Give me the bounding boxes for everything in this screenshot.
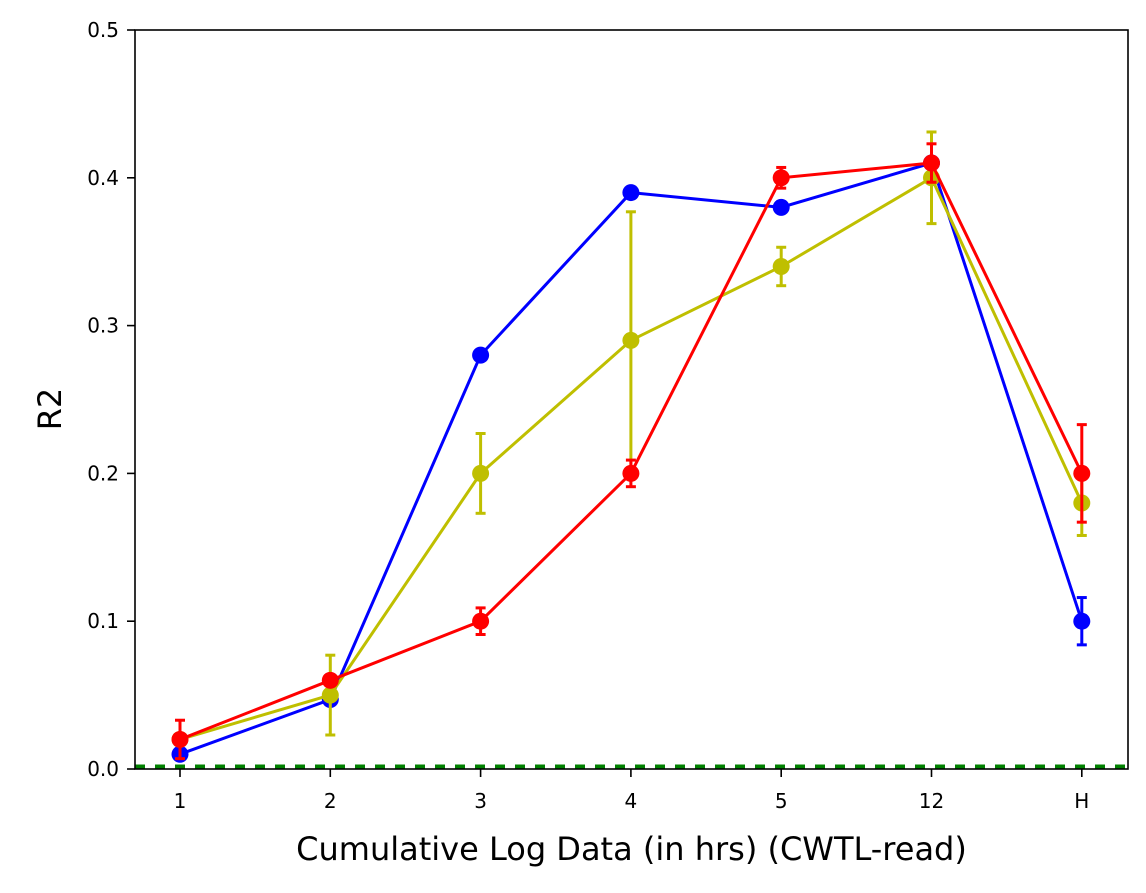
- y-tick-label: 0.3: [87, 314, 119, 338]
- x-tick-label: 2: [324, 789, 337, 813]
- series-yellow: [171, 130, 1091, 748]
- series-red: [171, 142, 1091, 761]
- y-axis-label: R2: [31, 388, 69, 431]
- data-point: [1073, 464, 1091, 482]
- series-layer: [171, 130, 1091, 763]
- data-point: [772, 198, 790, 216]
- data-point: [622, 184, 640, 202]
- x-tick-label: 4: [625, 789, 638, 813]
- y-tick-label: 0.5: [87, 18, 119, 42]
- x-axis: 1 2 3 4 5 12 H: [174, 769, 1089, 813]
- data-point: [321, 671, 339, 689]
- x-tick-label: 12: [919, 789, 944, 813]
- x-tick-label: 5: [775, 789, 788, 813]
- x-tick-label: 3: [474, 789, 487, 813]
- data-point: [622, 464, 640, 482]
- y-tick-label: 0.0: [87, 757, 119, 781]
- data-point: [321, 686, 339, 704]
- data-point: [472, 346, 490, 364]
- y-axis: 0.0 0.1 0.2 0.3 0.4 0.5: [87, 18, 135, 781]
- data-point: [772, 169, 790, 187]
- y-tick-label: 0.1: [87, 609, 119, 633]
- data-point: [171, 730, 189, 748]
- data-point: [472, 464, 490, 482]
- data-point: [1073, 612, 1091, 630]
- x-tick-label: H: [1074, 789, 1089, 813]
- data-point: [772, 257, 790, 275]
- y-tick-label: 0.4: [87, 166, 119, 190]
- data-point: [622, 331, 640, 349]
- x-axis-label: Cumulative Log Data (in hrs) (CWTL-read): [296, 830, 967, 868]
- y-tick-label: 0.2: [87, 461, 119, 485]
- data-point: [923, 154, 940, 172]
- data-point: [472, 612, 490, 630]
- x-tick-label: 1: [174, 789, 187, 813]
